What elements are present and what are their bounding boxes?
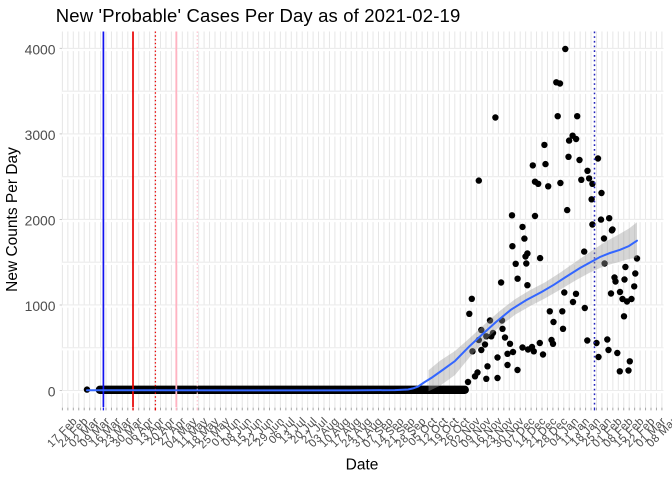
svg-text:New 'Probable' Cases Per Day a: New 'Probable' Cases Per Day as of 2021-… <box>56 5 461 26</box>
svg-text:Date: Date <box>346 457 379 474</box>
svg-text:0: 0 <box>48 383 56 399</box>
svg-text:3000: 3000 <box>25 127 56 143</box>
svg-text:1000: 1000 <box>25 298 56 314</box>
svg-text:New Counts Per Day: New Counts Per Day <box>4 147 21 292</box>
svg-text:4000: 4000 <box>25 41 56 57</box>
svg-text:2000: 2000 <box>25 212 56 228</box>
